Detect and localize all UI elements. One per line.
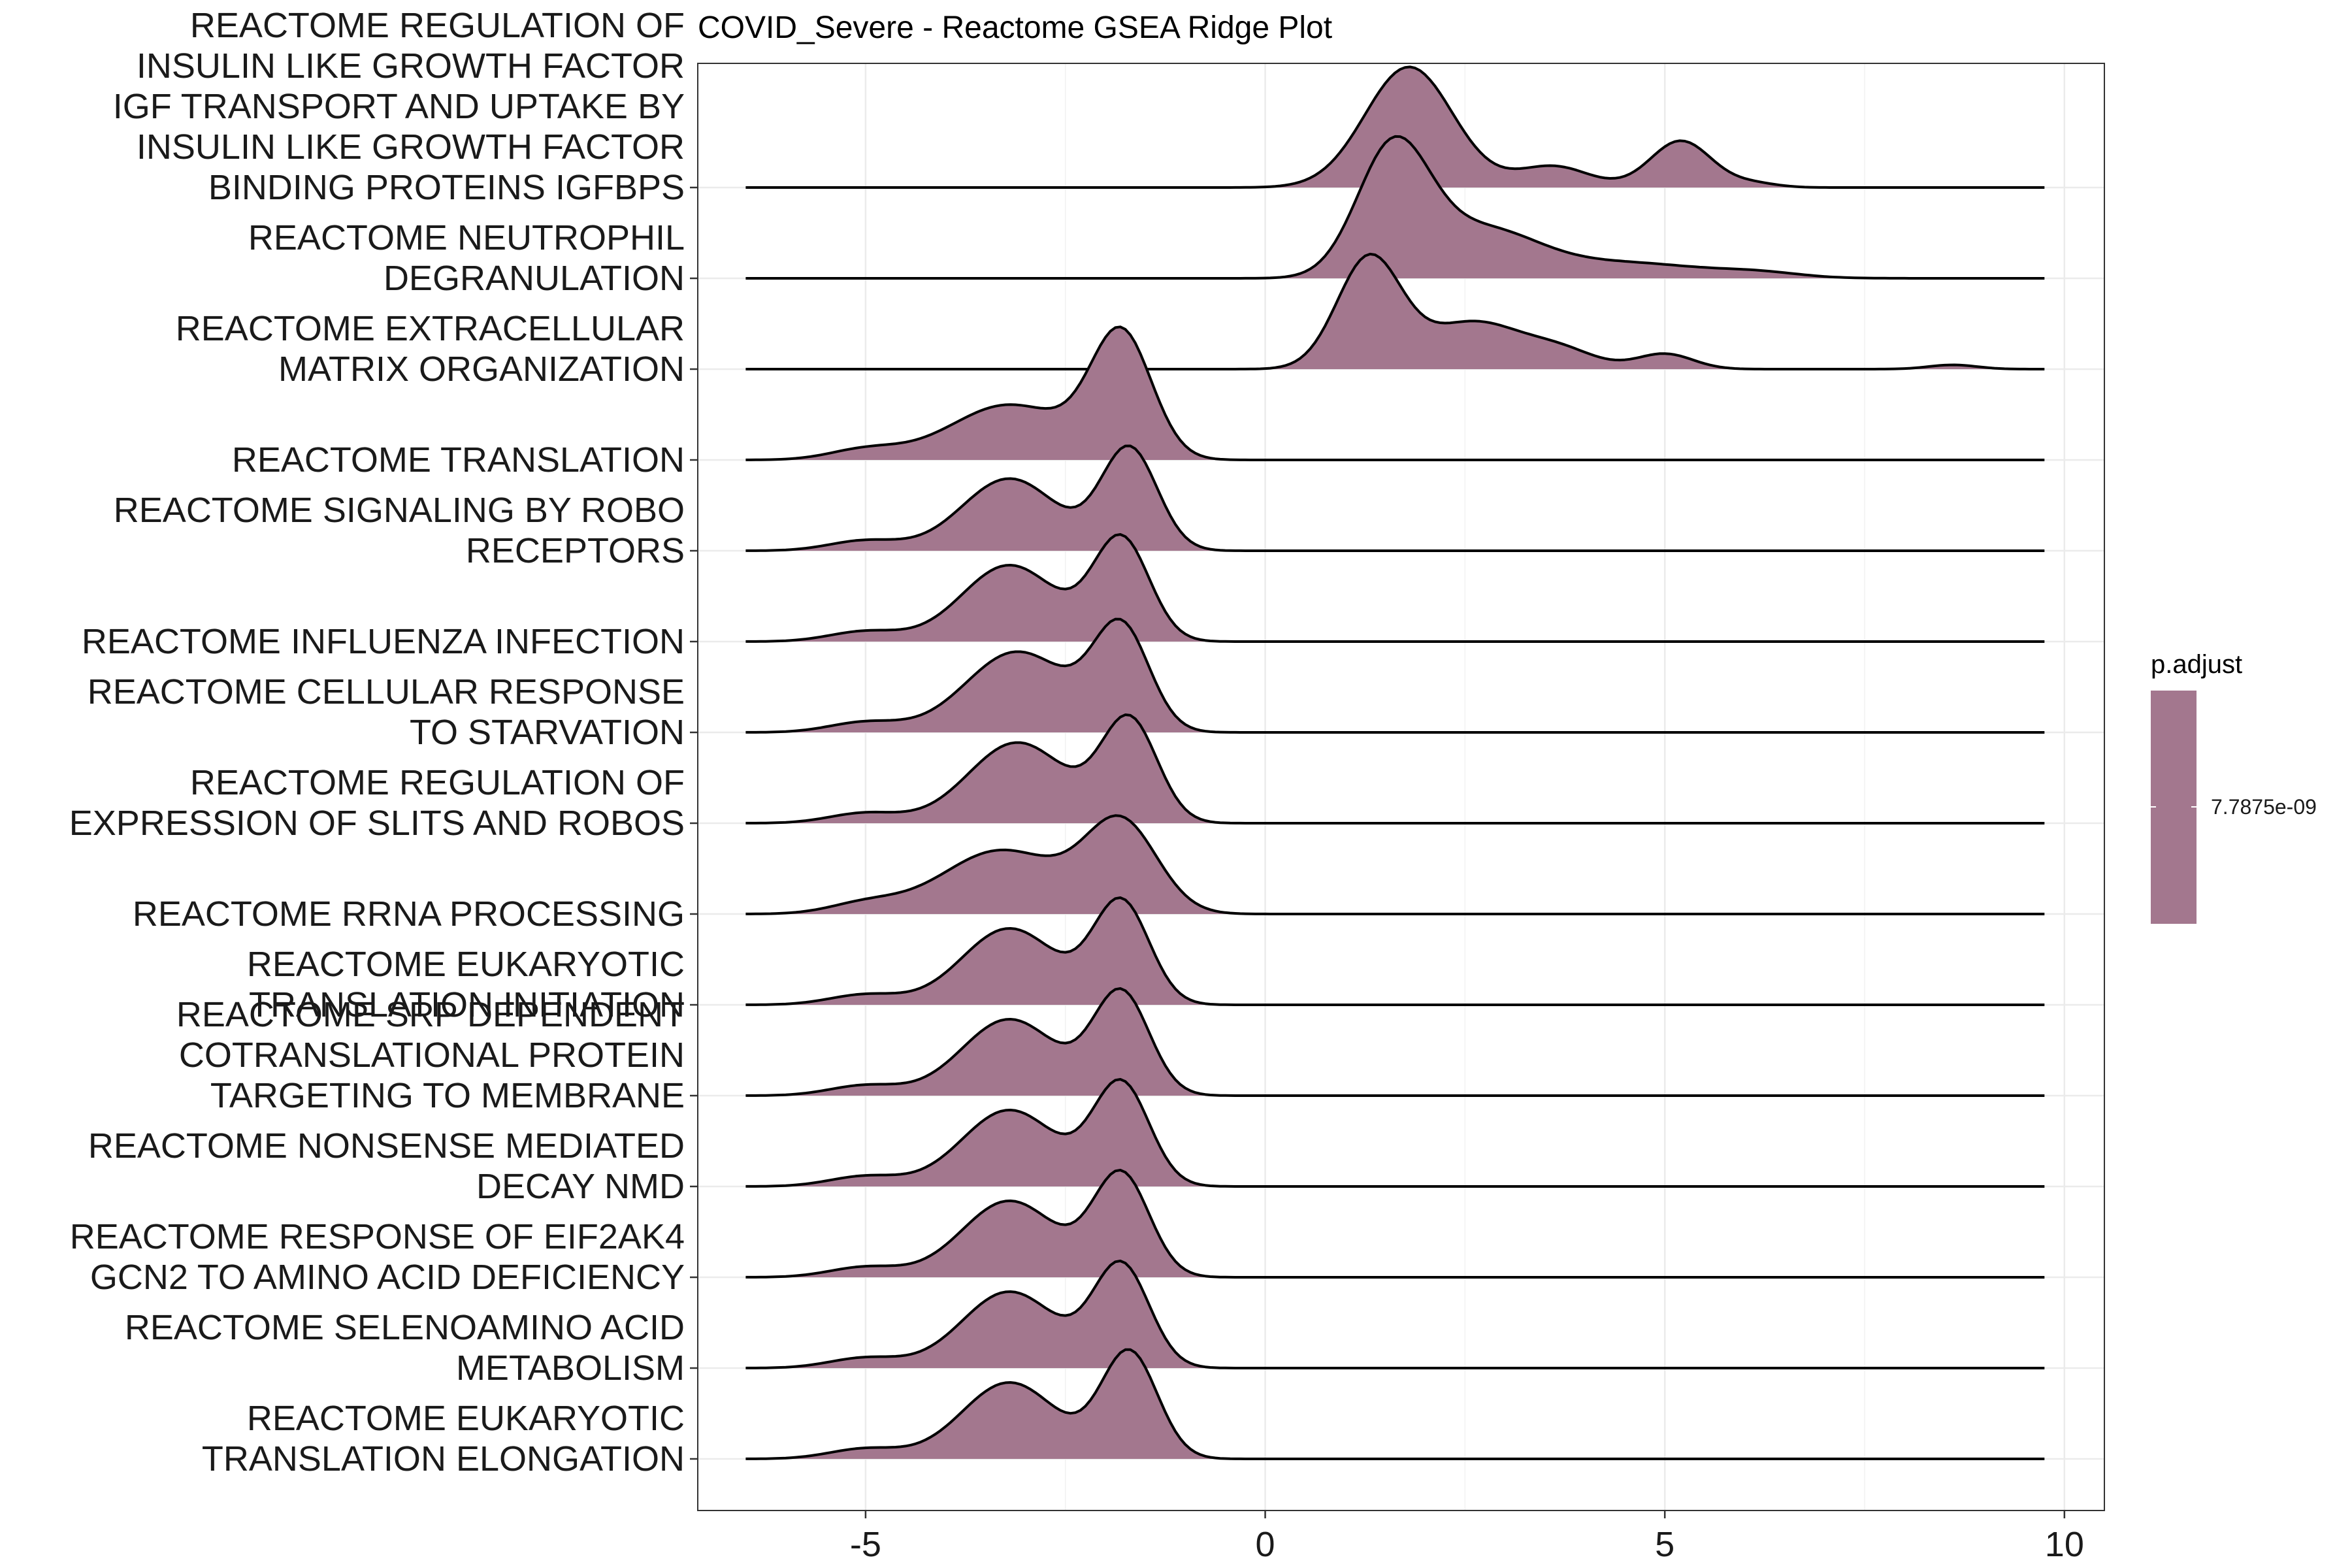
y-tick-label: COTRANSLATIONAL PROTEIN: [179, 1036, 685, 1075]
ridge-fill: [745, 136, 2045, 278]
y-tick-label: DECAY NMD: [476, 1167, 685, 1206]
ridge-fill: [745, 253, 2045, 369]
ridge-outline: [745, 325, 2045, 461]
ridge-outline: [745, 896, 2045, 1006]
y-tick-label: TO STARVATION: [410, 713, 685, 752]
ridge-fill: [745, 534, 2045, 642]
y-tick-label: REACTOME RRNA PROCESSING: [133, 894, 685, 934]
x-tick-label: -5: [850, 1525, 881, 1564]
ridge-fill: [745, 1079, 2045, 1186]
ridge-fill: [745, 67, 2045, 188]
y-tick-label: REACTOME EUKARYOTIC: [247, 945, 685, 984]
ridge-outline: [745, 1348, 2045, 1460]
ridge-outline: [745, 1260, 2045, 1369]
y-tick-label: MATRIX ORGANIZATION: [278, 350, 685, 389]
y-tick-label: REACTOME CELLULAR RESPONSE: [88, 672, 685, 711]
ridge-fill: [745, 815, 2045, 914]
y-tick-label: METABOLISM: [456, 1348, 685, 1388]
y-tick-label: REACTOME EUKARYOTIC: [247, 1399, 685, 1438]
y-tick-label: REACTOME SRP DEPENDENT: [176, 995, 685, 1034]
x-tick-label: 10: [2045, 1525, 2084, 1564]
y-tick-label: INSULIN LIKE GROWTH FACTOR: [137, 127, 685, 167]
legend: p.adjust 7.7875e-09: [2151, 650, 2317, 924]
ridge-outline: [745, 533, 2045, 643]
y-tick-label: REACTOME SELENOAMINO ACID: [125, 1308, 685, 1347]
y-tick-label: TRANSLATION ELONGATION: [202, 1439, 685, 1478]
y-tick-label: REACTOME EXTRACELLULAR: [176, 309, 685, 348]
y-tick-label: BINDING PROTEINS IGFBPS: [208, 168, 685, 207]
y-tick-label: TRANSLATION INITIATION: [249, 985, 685, 1024]
ridge-fill: [745, 988, 2045, 1096]
ridge-fill: [745, 446, 2045, 551]
ridges: [745, 65, 2045, 1460]
ridge-outline: [745, 252, 2045, 370]
plot-border: [697, 63, 2105, 1511]
legend-label: 7.7875e-09: [2211, 795, 2317, 819]
ridge-fill: [745, 619, 2045, 732]
y-tick-label: REACTOME NONSENSE MEDIATED: [88, 1126, 685, 1166]
ridge-outline: [745, 617, 2045, 734]
ridge-fill: [745, 715, 2045, 823]
ridge-outline: [745, 1169, 2045, 1279]
ridge-outline: [745, 713, 2045, 825]
ridge-fill: [745, 1349, 2045, 1459]
ridge-outline: [745, 1078, 2045, 1188]
ridge-fill: [745, 1261, 2045, 1368]
ridge-outline: [745, 65, 2045, 189]
ridge-fill: [745, 898, 2045, 1005]
y-tick-label: REACTOME NEUTROPHIL: [248, 218, 685, 257]
ridge-outline: [745, 444, 2045, 552]
ridge-outline: [745, 987, 2045, 1097]
x-tick-label: 0: [1256, 1525, 1275, 1564]
y-tick-label: TARGETING TO MEMBRANE: [210, 1076, 685, 1115]
y-tick-label: REACTOME TRANSLATION: [232, 440, 685, 480]
chart-title: COVID_Severe - Reactome GSEA Ridge Plot: [698, 10, 1332, 45]
y-tick-label: INSULIN LIKE GROWTH FACTOR: [137, 46, 685, 86]
y-tick-label: IGF TRANSPORT AND UPTAKE BY: [113, 87, 685, 126]
y-tick-label: EXPRESSION OF SLITS AND ROBOS: [69, 804, 685, 843]
y-tick-label: GCN2 TO AMINO ACID DEFICIENCY: [90, 1258, 685, 1297]
ridge-outline: [745, 814, 2045, 915]
y-tick-label: REACTOME SIGNALING BY ROBO: [114, 491, 685, 530]
ridge-outline: [745, 135, 2045, 280]
legend-title: p.adjust: [2151, 650, 2242, 679]
y-tick-label: DEGRANULATION: [384, 259, 685, 298]
y-tick-label: REACTOME REGULATION OF: [190, 6, 685, 45]
plot-panel: [698, 63, 2104, 1511]
x-tick-label: 5: [1655, 1525, 1674, 1564]
y-tick-label: REACTOME INFLUENZA INFECTION: [82, 622, 685, 661]
ridge-fill: [745, 327, 2045, 460]
legend-colorbar: [2151, 691, 2197, 924]
x-axis: -5 0 5 10: [850, 1511, 2084, 1564]
y-tick-label: REACTOME RESPONSE OF EIF2AK4: [70, 1217, 685, 1256]
ridge-fill: [745, 1170, 2045, 1277]
y-tick-label: RECEPTORS: [466, 531, 685, 570]
y-tick-label: REACTOME REGULATION OF: [190, 763, 685, 802]
